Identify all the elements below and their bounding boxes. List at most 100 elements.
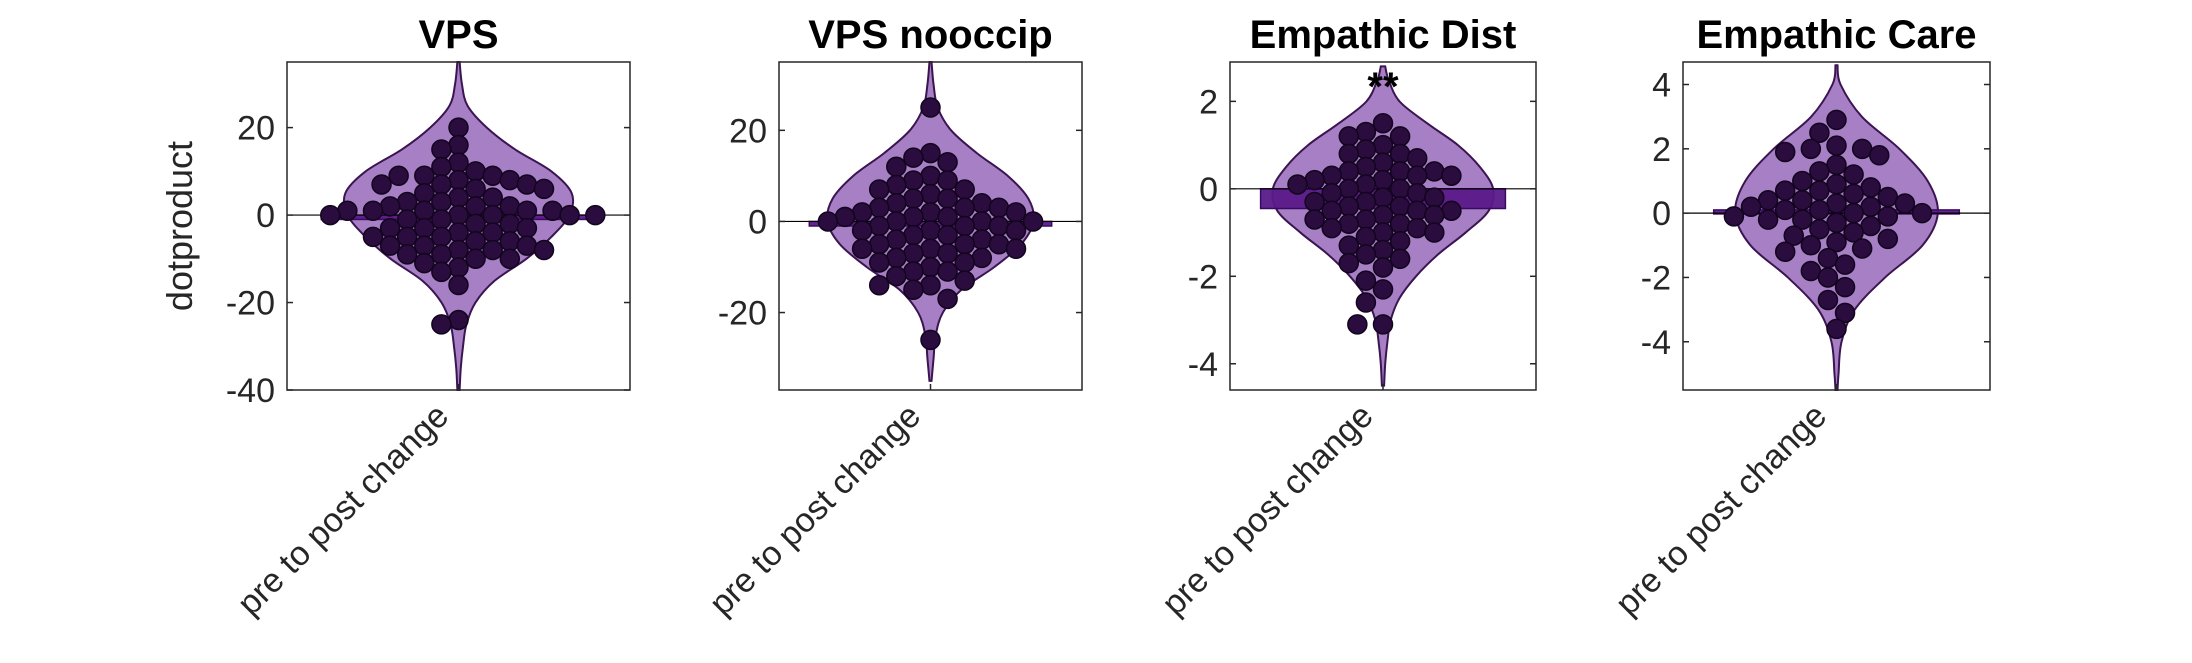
data-point [1372,152,1394,173]
data-point [396,209,418,230]
data-point [1817,267,1839,288]
data-point [482,204,503,226]
data-point [1389,196,1411,217]
data-point [431,261,452,283]
data-point [414,165,435,186]
y-tick-label: -4 [1188,346,1218,384]
data-point [482,222,503,243]
panel-title: VPS nooccip [808,13,1053,57]
data-point [1355,174,1377,195]
data-point [499,231,521,252]
data-point [1877,186,1899,208]
data-points [320,117,606,335]
data-point [1792,170,1813,192]
data-point [937,170,958,191]
data-point [1792,209,1813,230]
data-point [1826,318,1847,340]
data-point [499,169,521,191]
data-point [954,197,975,219]
data-point [903,261,924,282]
data-point [1287,174,1308,195]
data-point [499,248,521,270]
data-point [868,179,890,200]
data-point [379,196,401,217]
data-point [920,165,941,187]
data-point [1792,190,1813,211]
data-point [937,188,958,209]
data-point [1757,209,1779,230]
data-point [1372,169,1394,191]
x-tick-label: pre to post change [1608,397,1834,623]
data-point [903,243,924,264]
data-point [886,229,907,250]
data-point [448,239,469,261]
data-point [431,174,452,195]
data-point [1372,314,1394,335]
data-point [431,226,452,248]
data-point [1800,138,1822,160]
data-point [971,211,993,232]
data-point [1809,161,1830,182]
data-point [448,309,469,331]
data-point [1321,217,1342,239]
data-point [1826,231,1847,253]
data-point [1826,193,1847,214]
panel-title: Empathic Care [1696,13,1976,57]
data-point [851,238,873,260]
data-point [585,204,606,226]
data-point [1304,191,1325,213]
significance-annotation: ** [1367,65,1399,109]
data-point [1774,180,1796,201]
data-point [1304,209,1325,230]
panel-empathic-dist: Empathic Dist -4 -2 0 2 pre to post change ** [1155,13,1537,623]
data-point [431,156,452,178]
data-point [886,247,907,269]
data-point [886,211,907,232]
data-point [937,288,958,310]
data-point [1355,244,1377,265]
data-point [448,169,469,191]
data-point [1774,141,1796,163]
y-tick-label: -40 [226,372,275,410]
data-point [1022,211,1044,232]
data-point [414,252,435,274]
data-point [516,174,538,195]
data-point [1877,228,1899,250]
data-point [516,200,538,221]
data-point [937,243,958,264]
y-tick-label: 0 [1199,171,1218,209]
data-point [1860,177,1881,198]
data-point [448,222,469,243]
y-tick-label: -2 [1641,259,1671,297]
x-tick-label: pre to post change [230,397,456,623]
data-point [1851,238,1873,259]
data-point [1372,204,1394,226]
y-tick-label: 4 [1652,67,1671,105]
data-point [1809,122,1830,143]
data-point [448,204,469,226]
y-tick-label: 2 [1652,131,1671,169]
data-point [886,265,907,287]
data-point [903,224,924,246]
data-point [1372,222,1394,243]
data-point [1800,260,1822,282]
data-point [920,202,941,223]
data-point [1347,314,1368,335]
data-point [1355,156,1377,178]
data-point [465,248,486,270]
data-point [1424,187,1445,208]
y-tick-label: 20 [729,112,767,150]
data-point [920,329,941,351]
data-point [448,152,469,173]
data-point [1355,139,1377,160]
data-point [1372,187,1394,208]
data-point [1338,143,1360,165]
data-point [937,206,958,228]
y-tick-label: -20 [226,285,275,323]
data-point [1843,183,1864,205]
data-point [886,192,907,214]
data-point [988,197,1010,219]
